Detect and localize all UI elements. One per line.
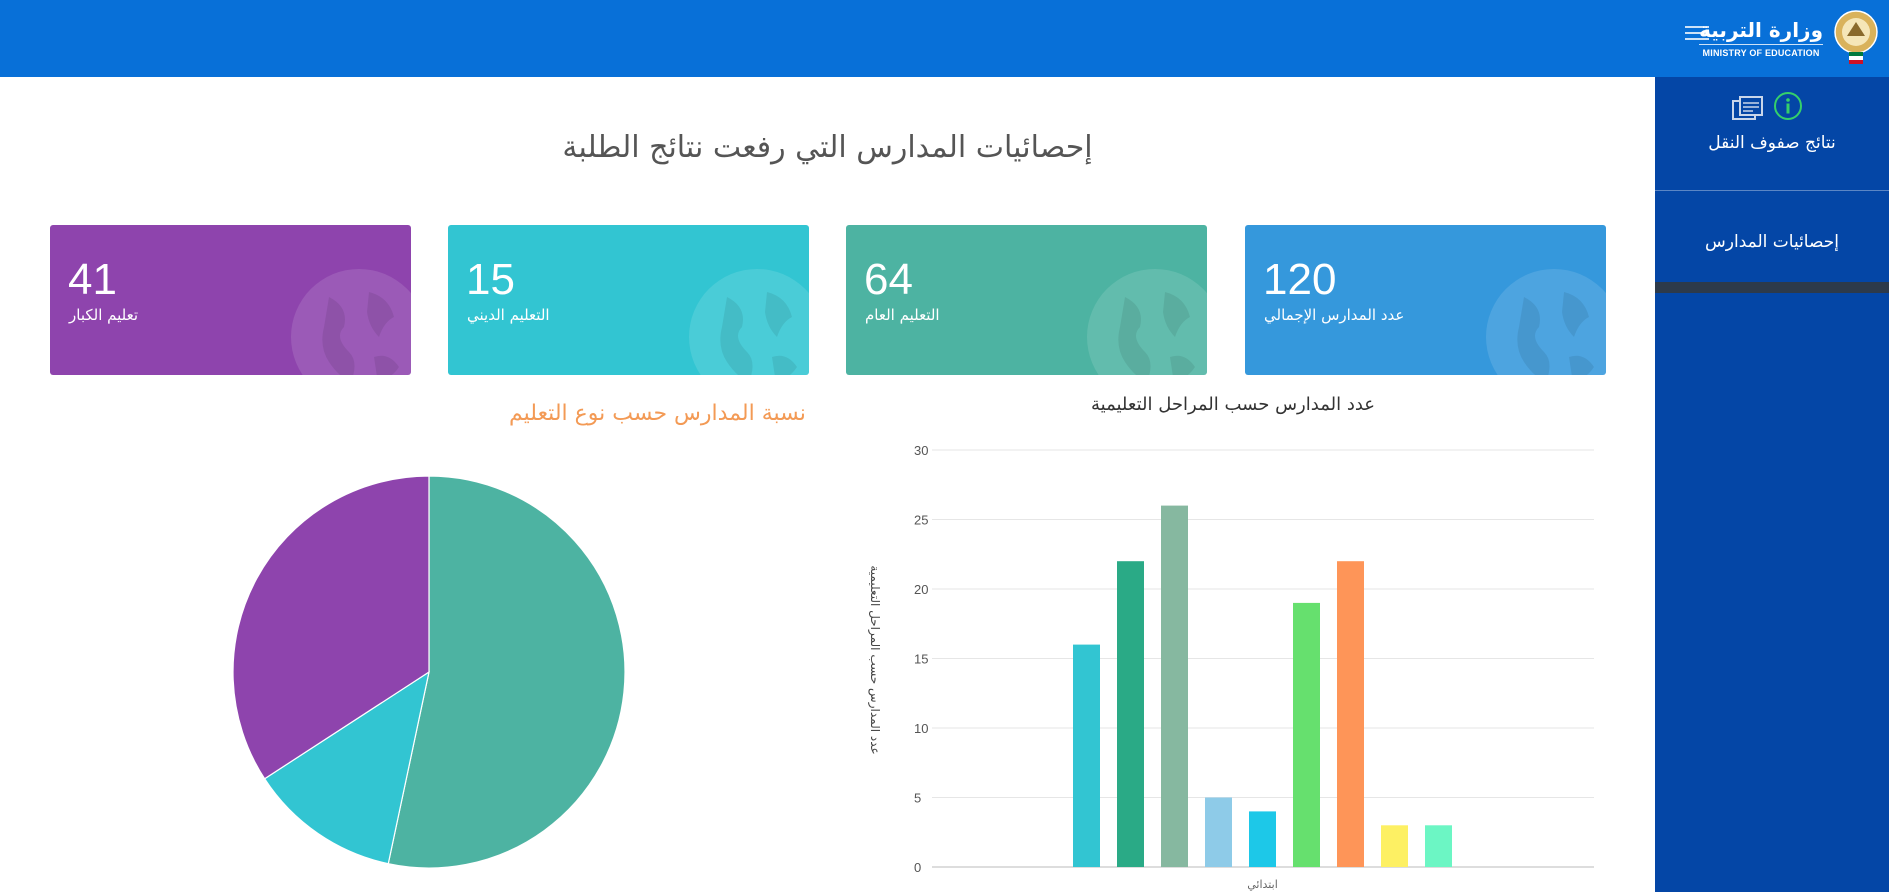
stat-label: تعليم الكبار bbox=[69, 306, 139, 324]
sidebar-item-icons bbox=[1655, 91, 1889, 133]
stat-card-religious[interactable]: 15 التعليم الديني bbox=[448, 225, 809, 375]
hamburger-line bbox=[1685, 38, 1709, 40]
y-tick-label: 25 bbox=[914, 513, 928, 528]
menu-toggle-button[interactable] bbox=[1685, 22, 1709, 44]
bar-6 bbox=[1337, 561, 1364, 867]
bar-7 bbox=[1381, 825, 1408, 867]
stat-value: 15 bbox=[466, 255, 515, 304]
pie-slice-0 bbox=[387, 475, 626, 869]
stat-label: التعليم العام bbox=[865, 306, 940, 324]
sidebar-active-indicator bbox=[1655, 282, 1889, 293]
info-icon bbox=[1774, 92, 1802, 120]
hamburger-line bbox=[1685, 32, 1709, 34]
hamburger-line bbox=[1685, 26, 1709, 28]
sidebar-item-transfer-results[interactable]: نتائج صفوف النقل bbox=[1655, 91, 1889, 191]
ministry-logo[interactable]: وزارة التربية MINISTRY OF EDUCATION bbox=[1699, 6, 1881, 70]
sidebar-item-school-stats[interactable]: إحصائيات المدارس bbox=[1655, 232, 1889, 272]
stat-label: عدد المدارس الإجمالي bbox=[1264, 306, 1405, 324]
x-tick-label: ابتدائي bbox=[1247, 878, 1278, 891]
report-icon bbox=[1732, 96, 1763, 120]
bar-chart-title: عدد المدارس حسب المراحل التعليمية bbox=[1091, 394, 1376, 415]
sidebar-item-label: إحصائيات المدارس bbox=[1705, 232, 1839, 252]
pie-slice-2 bbox=[232, 475, 430, 780]
pie-chart-title: نسبة المدارس حسب نوع التعليم bbox=[509, 401, 806, 426]
bar-4 bbox=[1249, 811, 1276, 867]
kuwait-emblem-icon bbox=[1834, 10, 1878, 64]
sidebar: نتائج صفوف النقل إحصائيات المدارس bbox=[1655, 77, 1889, 892]
pie-slice-1 bbox=[263, 670, 430, 865]
stat-value: 120 bbox=[1263, 255, 1337, 304]
y-tick-label: 5 bbox=[914, 791, 921, 806]
y-tick-label: 30 bbox=[914, 443, 928, 458]
y-tick-label: 0 bbox=[914, 860, 921, 875]
stat-card-adult[interactable]: 41 تعليم الكبار bbox=[50, 225, 411, 375]
globe-icon bbox=[291, 269, 411, 375]
stat-value: 41 bbox=[68, 255, 117, 304]
globe-icon bbox=[1087, 269, 1207, 375]
brand-text: وزارة التربية MINISTRY OF EDUCATION bbox=[1699, 18, 1823, 58]
stat-label: التعليم الديني bbox=[467, 306, 550, 324]
bar-0 bbox=[1073, 644, 1100, 867]
y-tick-label: 20 bbox=[914, 582, 928, 597]
bar-chart: 0 5 10 15 20 25 30 عدد المدارس حسب المراحل التع… bbox=[867, 443, 1594, 891]
globe-icon bbox=[689, 269, 809, 375]
stat-card-total[interactable]: 120 عدد المدارس الإجمالي bbox=[1245, 225, 1606, 375]
bar-5 bbox=[1293, 602, 1320, 867]
y-axis-label: عدد المدارس حسب المراحل التعليمية bbox=[867, 565, 882, 754]
brand-title-ar: وزارة التربية bbox=[1699, 18, 1823, 45]
y-tick-label: 10 bbox=[914, 721, 928, 736]
bar-2 bbox=[1161, 505, 1188, 867]
stat-value: 64 bbox=[864, 255, 913, 304]
bar-8 bbox=[1425, 825, 1452, 867]
bar-3 bbox=[1205, 797, 1232, 867]
page-title: إحصائيات المدارس التي رفعت نتائج الطلبة bbox=[562, 130, 1093, 165]
sidebar-item-label: نتائج صفوف النقل bbox=[1708, 133, 1836, 153]
bar-1 bbox=[1117, 561, 1144, 867]
top-navbar: وزارة التربية MINISTRY OF EDUCATION bbox=[0, 0, 1889, 77]
pie-chart bbox=[232, 475, 626, 869]
stat-card-general[interactable]: 64 التعليم العام bbox=[846, 225, 1207, 375]
brand-title-en: MINISTRY OF EDUCATION bbox=[1702, 48, 1820, 58]
globe-icon bbox=[1486, 269, 1606, 375]
y-tick-label: 15 bbox=[914, 652, 928, 667]
